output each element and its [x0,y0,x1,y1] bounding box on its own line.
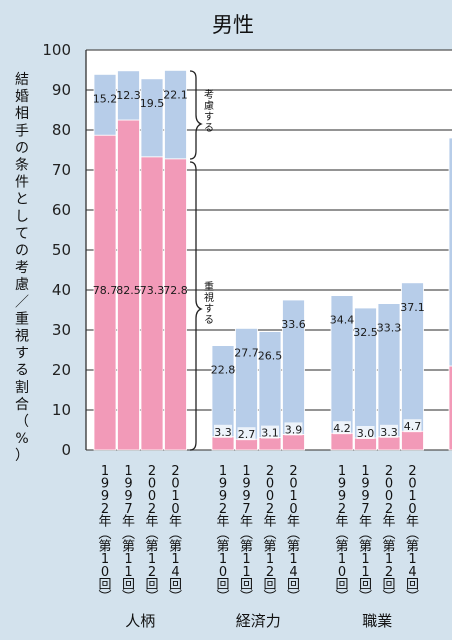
bar-kouryo [117,70,140,121]
y-tick-label: 20 [52,361,71,379]
value-label-juushi: 3.3 [380,426,398,439]
y-axis-label: 結婚相手の条件としての考慮／重視する割合（%） [15,72,29,464]
value-label-bg [261,425,279,439]
y-tick-label: 70 [52,161,71,179]
x-tick-label: 1 9 9 7 年︵第 1 1 回︶ [359,464,372,605]
x-tick-label: 2 0 1 0 年︵第 1 4 回︶ [406,464,419,605]
value-label-kouryo: 33.6 [281,318,306,331]
category-label: 人柄 [125,612,155,630]
bar-juushi [448,365,452,451]
bar-juushi [401,430,424,451]
x-tick-label: 2 0 1 0 年︵第 1 4 回︶ [287,464,300,605]
y-tick-label: 30 [52,321,71,339]
value-label-juushi: 3.1 [261,427,279,440]
bar-kouryo [235,327,258,440]
value-label-juushi: 3.3 [214,426,232,439]
category-label: 職業 [362,612,392,630]
bar-juushi [330,432,354,451]
value-label-kouryo: 22.8 [211,364,236,377]
bar-kouryo [258,331,282,439]
x-tick-label: 1 9 9 7 年︵第 1 1 回︶ [240,464,253,605]
value-label-bg [380,424,398,438]
bar-kouryo [93,74,117,136]
value-label-juushi: 4.2 [333,422,351,435]
value-label-bg [356,426,375,439]
value-label-kouryo: 15.2 [93,92,118,105]
y-tick-label: 80 [52,121,71,139]
value-label-juushi: 3.9 [285,423,303,436]
value-label-kouryo: 22.1 [163,88,188,101]
value-label-bg [237,427,256,441]
y-tick-label: 60 [52,201,71,219]
value-label-juushi: 82.5 [116,284,141,297]
value-label-kouryo: 19.5 [140,97,165,110]
y-tick-labels: 0 10 20 30 40 50 60 70 80 90 100 [42,41,71,459]
y-tick-label: 50 [52,241,71,259]
brace-label-juushi: 重視する [204,280,214,326]
y-tick-label: 0 [61,441,71,459]
y-tick-label: 90 [52,81,71,99]
y-tick-label: 100 [42,41,71,59]
x-tick-label: 2 0 0 2 年︵第 1 2 回︶ [145,464,158,605]
category-label: 経済力 [236,612,281,630]
x-tick-label: 2 0 0 2 年︵第 1 2 回︶ [382,464,395,605]
x-tick-label: 2 0 0 2 年︵第 1 2 回︶ [263,464,276,605]
value-label-juushi: 4.7 [404,420,422,433]
brace-label-kouryo: 考慮する [204,89,214,134]
value-label-juushi: 72.8 [163,284,188,297]
value-label-juushi: 73.3 [140,284,165,297]
value-label-juushi: 3.0 [357,427,375,440]
brace-juushi [189,161,203,451]
value-label-kouryo: 32.5 [353,326,378,339]
y-tick-label: 10 [52,401,71,419]
value-label-kouryo: 26.5 [258,350,283,363]
bars: 15.2 78.7 12.3 82.5 19.5 73.3 22.1 72.8 22.8 3.3 2… [93,70,452,451]
value-label-bg [214,424,232,438]
y-axis-title: 結婚相手の条件としての考慮／重視する割合（%） [15,72,29,464]
value-label-kouryo: 37.1 [400,301,425,314]
value-label-kouryo: 12.3 [116,89,141,102]
y-tick-label: 40 [52,281,71,299]
x-tick-labels: 1 9 9 2 年︵第 1 0 回︶ 1 9 9 7 年︵第 1 1 回︶ 2 0 0 2 年︵第 1 2 回︶ 2 0 1 0 年︵第… [98,464,419,630]
value-label-kouryo: 27.7 [234,346,259,359]
value-label-bg [403,419,422,433]
bar-kouryo [164,70,187,160]
value-label-kouryo: 33.3 [377,322,402,335]
x-tick-label: 1 9 9 7 年︵第 1 1 回︶ [122,464,135,605]
bar-kouryo [211,345,235,438]
value-label-bg [284,422,303,436]
value-label-bg [333,421,351,435]
bar-kouryo [140,78,164,158]
x-tick-label: 1 9 9 2 年︵第 1 0 回︶ [335,464,348,605]
value-label-juushi: 78.7 [93,284,118,297]
brace-kouryo [189,70,203,160]
value-label-kouryo: 34.4 [330,314,355,327]
bar-juushi [164,158,187,451]
bar-juushi [282,433,305,451]
chart-title: 男性 [212,13,254,37]
bar-kouryo [448,137,452,367]
x-tick-label: 1 9 9 2 年︵第 1 0 回︶ [98,464,111,605]
bar-juushi [140,156,164,451]
x-tick-label: 1 9 9 2 年︵第 1 0 回︶ [216,464,229,605]
value-label-juushi: 2.7 [238,428,256,441]
x-tick-label: 2 0 1 0 年︵第 1 4 回︶ [169,464,182,605]
